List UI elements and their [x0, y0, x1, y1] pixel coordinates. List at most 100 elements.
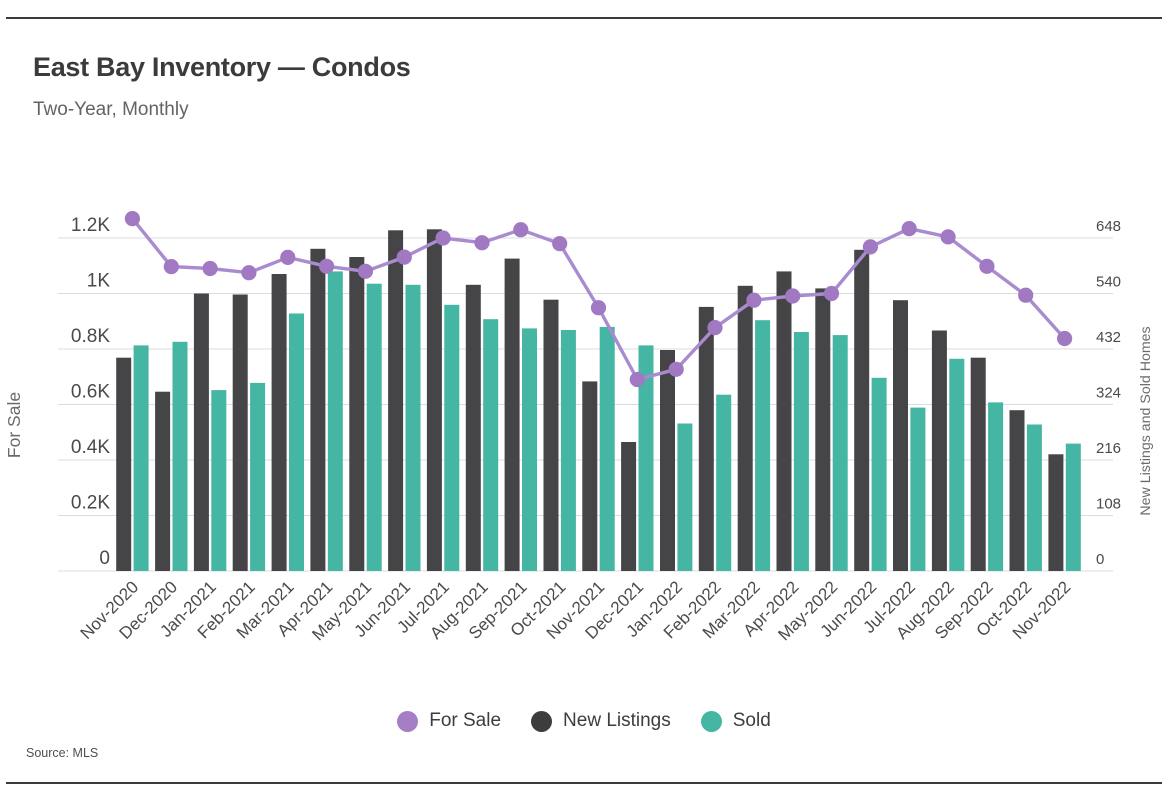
- legend-item-new-listings[interactable]: New Listings: [531, 710, 671, 732]
- bar-sold[interactable]: [560, 330, 576, 571]
- bar-new-listings[interactable]: [465, 284, 481, 571]
- bar-sold[interactable]: [289, 313, 304, 572]
- for-sale-point[interactable]: [668, 361, 684, 377]
- bar-new-listings[interactable]: [1009, 410, 1025, 571]
- bar-sold[interactable]: [599, 326, 615, 571]
- right-axis-tick-label: 432: [1096, 329, 1121, 346]
- bar-sold[interactable]: [172, 341, 188, 571]
- bar-sold[interactable]: [444, 304, 460, 571]
- bar-sold[interactable]: [755, 320, 771, 571]
- bar-sold[interactable]: [832, 335, 848, 571]
- for-sale-point[interactable]: [1057, 330, 1073, 347]
- bar-sold[interactable]: [366, 283, 382, 571]
- bar-new-listings[interactable]: [931, 330, 947, 572]
- bar-new-listings[interactable]: [543, 299, 559, 571]
- for-sale-point[interactable]: [901, 221, 917, 237]
- legend-label: Sold: [732, 710, 771, 731]
- for-sale-point[interactable]: [241, 265, 257, 281]
- bar-sold[interactable]: [522, 328, 537, 571]
- bar-new-listings[interactable]: [582, 381, 598, 571]
- bar-new-listings[interactable]: [193, 293, 209, 572]
- legend: For Sale New Listings Sold: [0, 710, 1168, 732]
- for-sale-point[interactable]: [280, 249, 296, 265]
- for-sale-point[interactable]: [1018, 287, 1034, 303]
- left-axis-tick-label: 1.2K: [71, 215, 110, 236]
- bar-sold[interactable]: [793, 332, 809, 571]
- legend-label: New Listings: [563, 710, 671, 731]
- for-sale-point[interactable]: [513, 222, 529, 238]
- bar-new-listings[interactable]: [504, 258, 520, 571]
- bar-sold[interactable]: [677, 423, 693, 572]
- right-axis-title: New Listings and Sold Homes: [1138, 326, 1154, 515]
- right-axis-tick-label: 216: [1096, 440, 1121, 457]
- page-title: East Bay Inventory — Condos: [33, 52, 411, 82]
- bar-new-listings[interactable]: [232, 294, 248, 572]
- left-axis-tick-label: 0.4K: [71, 437, 110, 458]
- for-sale-point[interactable]: [707, 320, 723, 336]
- bar-sold[interactable]: [211, 390, 227, 571]
- bar-sold[interactable]: [716, 394, 732, 571]
- new-listings-legend-marker-icon: [531, 710, 553, 732]
- bar-sold[interactable]: [405, 284, 421, 571]
- for-sale-point[interactable]: [785, 288, 801, 304]
- for-sale-point[interactable]: [124, 211, 140, 227]
- bar-sold[interactable]: [483, 319, 499, 571]
- bar-sold[interactable]: [949, 358, 965, 571]
- bar-sold[interactable]: [250, 382, 266, 571]
- for-sale-point[interactable]: [590, 300, 607, 316]
- bar-sold[interactable]: [327, 271, 343, 571]
- for-sale-point[interactable]: [823, 285, 840, 302]
- for-sale-point[interactable]: [202, 260, 218, 277]
- bar-new-listings[interactable]: [893, 300, 908, 571]
- bar-new-listings[interactable]: [388, 230, 404, 572]
- bar-sold[interactable]: [910, 407, 926, 571]
- for-sale-point[interactable]: [357, 263, 374, 279]
- top-divider: [6, 17, 1162, 19]
- for-sale-point[interactable]: [163, 259, 179, 275]
- page-subtitle: Two-Year, Monthly: [33, 99, 189, 120]
- bar-sold[interactable]: [1026, 424, 1042, 572]
- bar-new-listings[interactable]: [737, 285, 753, 571]
- bar-sold[interactable]: [871, 377, 887, 571]
- bar-new-listings[interactable]: [621, 442, 637, 571]
- for-sale-point[interactable]: [746, 292, 762, 308]
- left-axis-tick-label: 0: [99, 548, 110, 569]
- bar-new-listings[interactable]: [349, 257, 365, 571]
- bar-new-listings[interactable]: [776, 271, 792, 571]
- bar-new-listings[interactable]: [1048, 454, 1064, 571]
- bar-sold[interactable]: [133, 345, 149, 571]
- for-sale-point[interactable]: [862, 239, 879, 255]
- bar-sold[interactable]: [638, 345, 654, 571]
- bar-new-listings[interactable]: [660, 350, 675, 571]
- left-axis-tick-label: 0.6K: [71, 382, 110, 403]
- for-sale-point[interactable]: [940, 229, 956, 245]
- bar-new-listings[interactable]: [815, 288, 831, 571]
- bar-sold[interactable]: [1065, 443, 1081, 571]
- bar-new-listings[interactable]: [698, 306, 714, 571]
- right-axis-tick-label: 648: [1096, 218, 1121, 235]
- right-axis-tick-label: 108: [1096, 496, 1121, 513]
- bar-sold[interactable]: [988, 402, 1004, 571]
- right-axis-tick-label: 540: [1096, 274, 1121, 291]
- for-sale-point[interactable]: [552, 236, 568, 252]
- legend-item-sold[interactable]: Sold: [700, 710, 771, 732]
- for-sale-point[interactable]: [319, 258, 335, 274]
- for-sale-point[interactable]: [979, 258, 995, 274]
- bar-new-listings[interactable]: [310, 248, 326, 572]
- for-sale-point[interactable]: [396, 249, 412, 265]
- bar-new-listings[interactable]: [970, 357, 986, 571]
- bar-new-listings[interactable]: [271, 274, 287, 571]
- bar-new-listings[interactable]: [116, 357, 132, 571]
- bar-new-listings[interactable]: [155, 391, 171, 571]
- legend-label: For Sale: [429, 710, 502, 731]
- left-axis-tick-label: 1K: [87, 271, 111, 292]
- bar-new-listings[interactable]: [426, 229, 442, 572]
- for-sale-point[interactable]: [435, 230, 451, 246]
- for-sale-legend-marker-icon: [397, 710, 419, 732]
- source-note: Source: MLS: [26, 746, 99, 760]
- bar-new-listings[interactable]: [854, 249, 870, 572]
- right-axis-tick-label: 0: [1096, 551, 1104, 568]
- legend-item-for-sale[interactable]: For Sale: [397, 710, 501, 732]
- for-sale-point[interactable]: [474, 235, 490, 251]
- for-sale-point[interactable]: [629, 371, 645, 388]
